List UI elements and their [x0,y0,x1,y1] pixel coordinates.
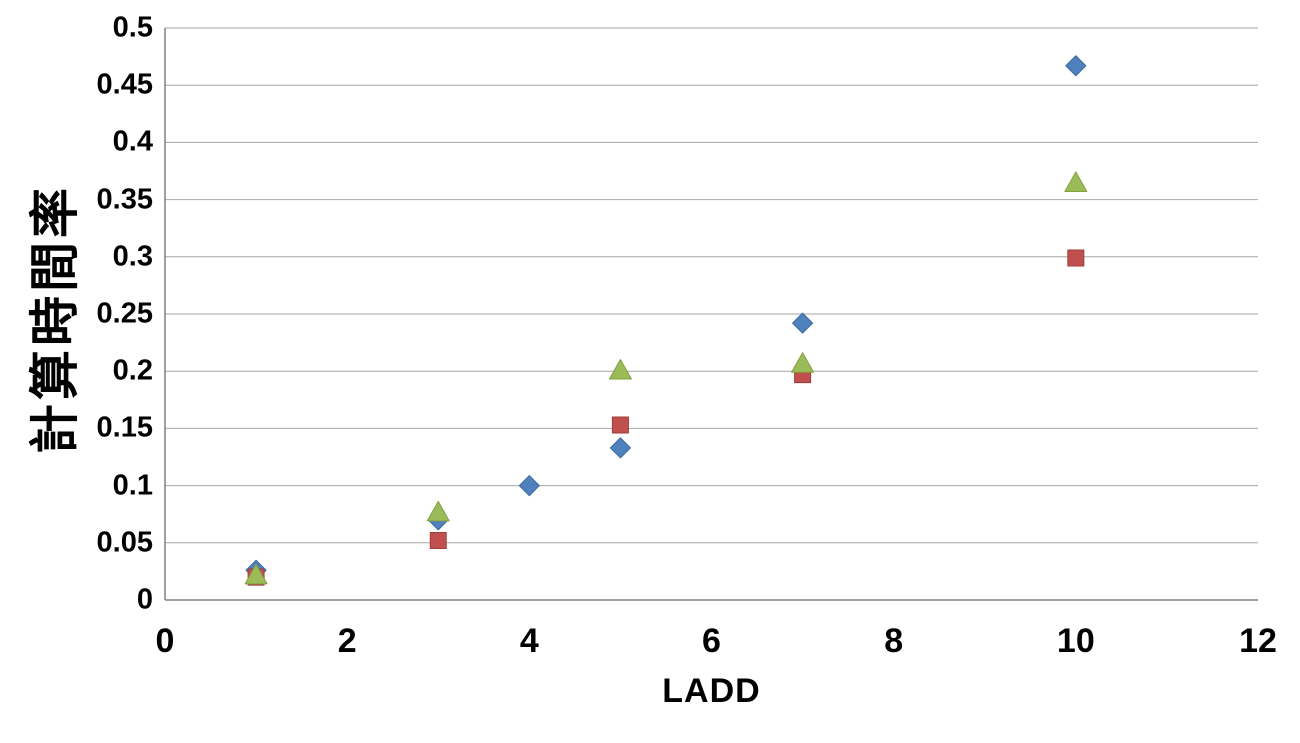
x-tick-label: 0 [155,622,175,660]
y-tick-label: 0.05 [96,526,153,559]
y-axis-title: 計算時間率 [27,184,83,454]
x-tick-label: 8 [884,622,904,660]
data-point-diamond [1065,55,1087,77]
x-tick-label: 10 [1056,622,1095,660]
data-point-triangle [608,359,632,380]
y-tick-label: 0.3 [112,240,153,273]
y-tick-label: 0.1 [112,469,153,502]
x-axis-title: LADD [662,672,761,710]
data-point-diamond [609,437,631,459]
data-point-triangle [426,500,450,522]
data-point-diamond [792,312,814,334]
y-axis-tick-labels: 0 0.05 0.1 0.15 0.2 0.25 0.3 0.35 0.4 0.45 0.5 [0,0,153,743]
data-point-diamond [518,475,540,497]
y-tick-label: 0.15 [96,411,153,444]
y-tick-label: 0.25 [96,297,153,330]
y-tick-label: 0.35 [96,183,153,216]
y-tick-label: 0 [136,583,153,616]
y-tick-label: 0.2 [112,354,153,387]
y-tick-label: 0.45 [96,68,153,101]
data-point-square [1067,249,1085,267]
x-tick-label: 2 [337,622,357,660]
data-point-triangle [244,563,268,585]
data-point-square [429,532,447,550]
y-tick-label: 0.5 [112,11,153,44]
data-point-square [611,416,629,434]
y-tick-label: 0.4 [112,125,153,158]
data-point-triangle [1064,171,1088,192]
x-tick-label: 12 [1239,622,1277,660]
x-tick-label: 4 [519,622,539,660]
x-tick-label: 6 [702,622,721,660]
data-point-triangle [791,352,815,373]
